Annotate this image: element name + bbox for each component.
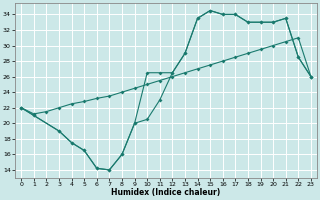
X-axis label: Humidex (Indice chaleur): Humidex (Indice chaleur) [111,188,221,197]
